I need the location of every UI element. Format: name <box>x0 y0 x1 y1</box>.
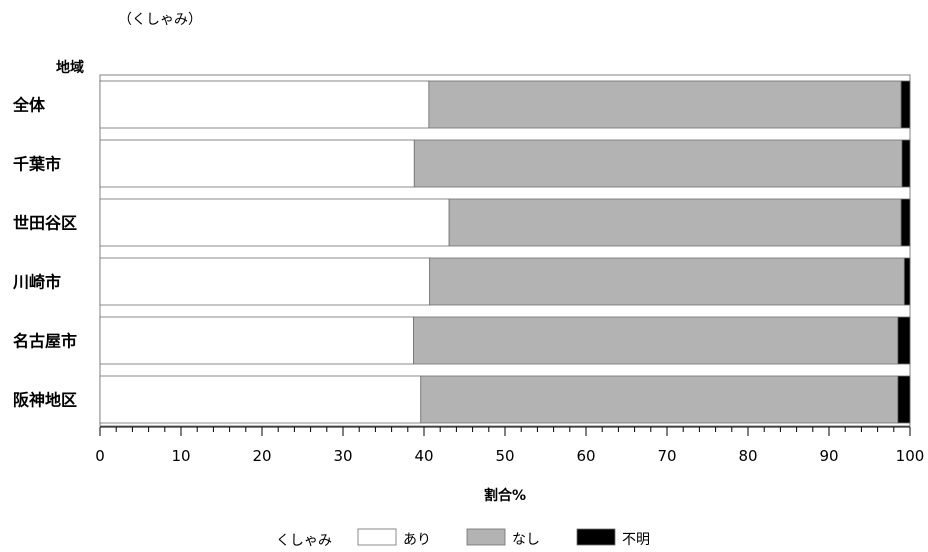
bar-なし-世田谷区 <box>448 198 902 247</box>
x-axis-label: 割合% <box>484 487 526 504</box>
bar-あり-川崎市 <box>99 257 431 306</box>
bar-なし-全体 <box>428 80 902 129</box>
plot-area-frame <box>99 74 911 427</box>
category-label: 千葉市 <box>13 155 61 174</box>
legend-swatch-なし <box>466 528 506 546</box>
bar-あり-千葉市 <box>99 139 415 188</box>
x-tick-label: 80 <box>738 447 757 465</box>
bar-不明-全体 <box>900 80 911 129</box>
category-label: 阪神地区 <box>13 391 77 410</box>
x-tick-label: 20 <box>252 447 271 465</box>
x-tick-label: 70 <box>657 447 676 465</box>
bar-あり-全体 <box>99 80 430 129</box>
chart-title: （くしゃみ） <box>118 12 202 28</box>
category-label: 全体 <box>12 96 46 115</box>
bar-あり-名古屋市 <box>99 316 414 365</box>
bars-layer <box>99 80 911 424</box>
category-label: 川崎市 <box>12 273 61 292</box>
category-label: 世田谷区 <box>13 214 77 233</box>
x-tick-label: 100 <box>896 447 925 465</box>
bar-なし-阪神地区 <box>420 375 899 424</box>
bar-不明-名古屋市 <box>897 316 911 365</box>
bar-なし-川崎市 <box>429 257 905 306</box>
legend-label-なし: なし <box>512 532 540 548</box>
x-axis: 0 10 20 30 40 50 60 70 80 90 100 <box>95 426 925 465</box>
x-tick-label: 10 <box>171 447 190 465</box>
legend-label-不明: 不明 <box>622 532 650 548</box>
bar-不明-世田谷区 <box>900 198 911 247</box>
x-tick-label: 0 <box>95 447 105 465</box>
x-tick-label: 60 <box>576 447 595 465</box>
bar-不明-千葉市 <box>901 139 911 188</box>
bar-あり-阪神地区 <box>99 375 422 424</box>
x-tick-label: 40 <box>414 447 433 465</box>
legend-swatch-不明 <box>576 528 616 546</box>
bar-不明-川崎市 <box>903 257 911 306</box>
x-tick-label: 90 <box>819 447 838 465</box>
legend-title: くしゃみ <box>276 533 332 549</box>
legend: くしゃみ あり なし 不明 <box>276 528 650 549</box>
bar-なし-名古屋市 <box>413 316 899 365</box>
category-axis-label: 地域 <box>56 59 84 76</box>
legend-label-あり: あり <box>403 532 431 548</box>
x-tick-label: 30 <box>333 447 352 465</box>
legend-swatch-あり <box>357 528 397 546</box>
bar-あり-世田谷区 <box>99 198 450 247</box>
bar-不明-阪神地区 <box>897 375 911 424</box>
bar-なし-千葉市 <box>413 139 903 188</box>
x-tick-label: 50 <box>495 447 514 465</box>
category-label: 名古屋市 <box>13 332 77 351</box>
